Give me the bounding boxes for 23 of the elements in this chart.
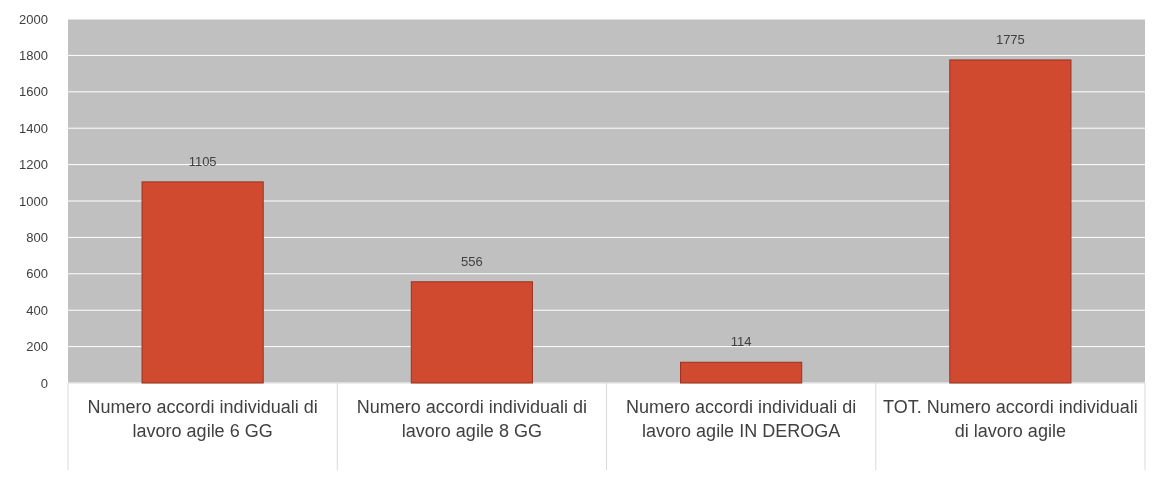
x-tick-label: Numero accordi individuali di lavoro agile 6 GG bbox=[87, 397, 318, 441]
y-tick-label: 200 bbox=[26, 339, 48, 355]
bar bbox=[949, 59, 1072, 384]
data-label: 1775 bbox=[995, 31, 1025, 47]
y-tick-label: 600 bbox=[26, 266, 48, 282]
bar bbox=[680, 361, 803, 384]
y-tick-label: 1200 bbox=[19, 157, 48, 173]
y-tick-label: 800 bbox=[26, 230, 48, 246]
y-tick-label: 1800 bbox=[19, 48, 48, 64]
bar bbox=[141, 181, 264, 384]
x-tick-label: Numero accordi individuali di lavoro agile IN DEROGA bbox=[626, 397, 857, 441]
y-tick-label: 400 bbox=[26, 302, 48, 318]
y-tick-label: 1600 bbox=[19, 84, 48, 100]
y-tick-label: 1000 bbox=[19, 193, 48, 209]
data-label: 1105 bbox=[188, 153, 217, 169]
y-tick-label: 1400 bbox=[19, 120, 48, 136]
data-label: 114 bbox=[730, 334, 752, 350]
y-tick-label: 2000 bbox=[19, 11, 48, 27]
bar bbox=[410, 281, 533, 384]
x-tick-label: Numero accordi individuali di lavoro agile 8 GG bbox=[356, 397, 587, 441]
y-tick-label: 0 bbox=[40, 375, 48, 391]
x-tick-label: TOT. Numero accordi individuali di lavoro agile bbox=[882, 397, 1138, 441]
data-label: 556 bbox=[461, 253, 483, 269]
